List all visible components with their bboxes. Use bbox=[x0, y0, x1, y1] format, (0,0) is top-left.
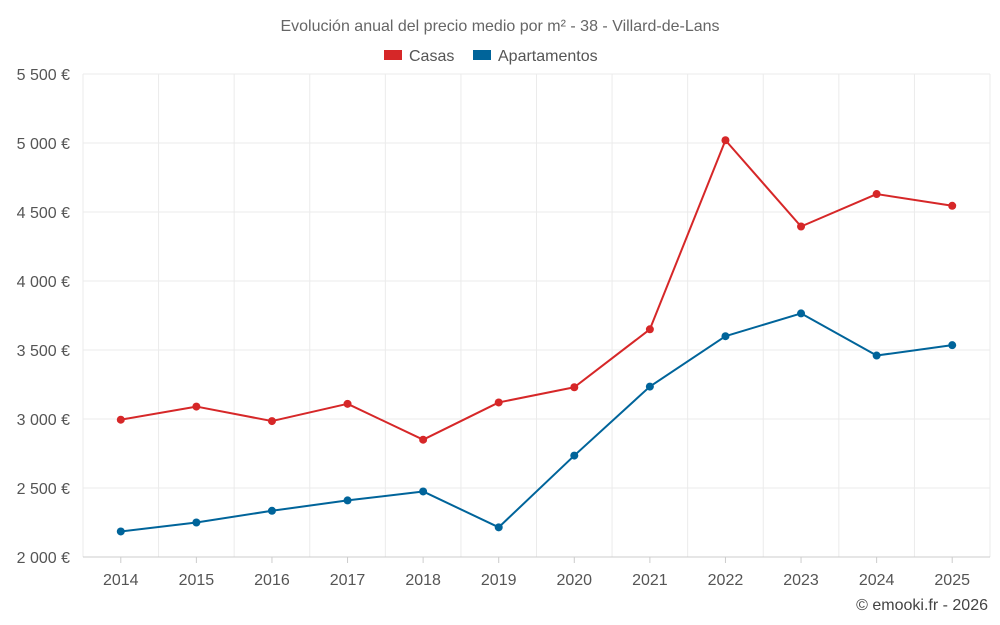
data-point-casas bbox=[192, 402, 201, 411]
data-point-casas bbox=[645, 325, 654, 334]
data-point-casas bbox=[267, 417, 276, 426]
x-tick-label: 2024 bbox=[859, 572, 895, 589]
grid bbox=[82, 73, 991, 558]
x-tick-label: 2017 bbox=[330, 572, 366, 589]
x-tick-label: 2018 bbox=[405, 572, 441, 589]
y-tick-label: 5 000 € bbox=[17, 136, 70, 153]
y-tick-label: 4 000 € bbox=[17, 274, 70, 291]
data-point-apartamentos bbox=[872, 351, 881, 360]
data-point-casas bbox=[116, 415, 125, 424]
data-point-apartamentos bbox=[721, 332, 730, 341]
x-tick-label: 2021 bbox=[632, 572, 668, 589]
data-point-casas bbox=[343, 399, 352, 408]
data-point-apartamentos bbox=[797, 309, 806, 318]
x-tick-label: 2014 bbox=[103, 572, 139, 589]
data-point-apartamentos bbox=[645, 382, 654, 391]
y-tick-label: 3 500 € bbox=[17, 343, 70, 360]
legend-label-apartamentos: Apartamentos bbox=[498, 48, 598, 65]
data-point-apartamentos bbox=[116, 527, 125, 536]
data-point-apartamentos bbox=[948, 341, 957, 350]
x-tick-label: 2016 bbox=[254, 572, 290, 589]
credit-text: © emooki.fr - 2026 bbox=[856, 597, 988, 614]
y-axis: 2 000 € 2 500 € 3 000 € 3 500 € 4 000 € 4 500… bbox=[17, 67, 70, 567]
data-point-apartamentos bbox=[419, 487, 428, 496]
x-tick-label: 2023 bbox=[783, 572, 819, 589]
series-line-casas bbox=[120, 139, 953, 441]
legend-swatch-casas bbox=[384, 50, 402, 60]
data-point-casas bbox=[494, 398, 503, 407]
data-point-apartamentos bbox=[267, 506, 276, 515]
data-point-casas bbox=[948, 201, 957, 210]
x-tick-label: 2022 bbox=[708, 572, 744, 589]
data-point-casas bbox=[419, 435, 428, 444]
series-group bbox=[116, 136, 957, 536]
data-point-casas bbox=[721, 136, 730, 145]
legend-swatch-apartamentos bbox=[473, 50, 491, 60]
y-tick-label: 4 500 € bbox=[17, 205, 70, 222]
data-point-casas bbox=[570, 383, 579, 392]
y-tick-label: 3 000 € bbox=[17, 412, 70, 429]
data-point-casas bbox=[797, 222, 806, 231]
data-point-apartamentos bbox=[343, 496, 352, 505]
legend: Casas Apartamentos bbox=[384, 48, 598, 65]
y-tick-label: 2 000 € bbox=[17, 550, 70, 567]
series-line-apartamentos bbox=[120, 312, 953, 533]
x-tick-label: 2020 bbox=[556, 572, 592, 589]
legend-label-casas: Casas bbox=[409, 48, 454, 65]
data-point-apartamentos bbox=[494, 523, 503, 532]
chart-title: Evolución anual del precio medio por m² … bbox=[280, 18, 719, 35]
data-point-casas bbox=[872, 190, 881, 199]
y-tick-label: 2 500 € bbox=[17, 481, 70, 498]
y-tick-label: 5 500 € bbox=[17, 67, 70, 84]
x-tick-label: 2015 bbox=[179, 572, 215, 589]
data-point-apartamentos bbox=[192, 518, 201, 527]
x-tick-label: 2025 bbox=[934, 572, 970, 589]
data-point-apartamentos bbox=[570, 451, 579, 460]
x-axis: 2014 2015 2016 2017 2018 2019 2020 2021 2022 2023… bbox=[83, 556, 990, 589]
x-tick-label: 2019 bbox=[481, 572, 517, 589]
